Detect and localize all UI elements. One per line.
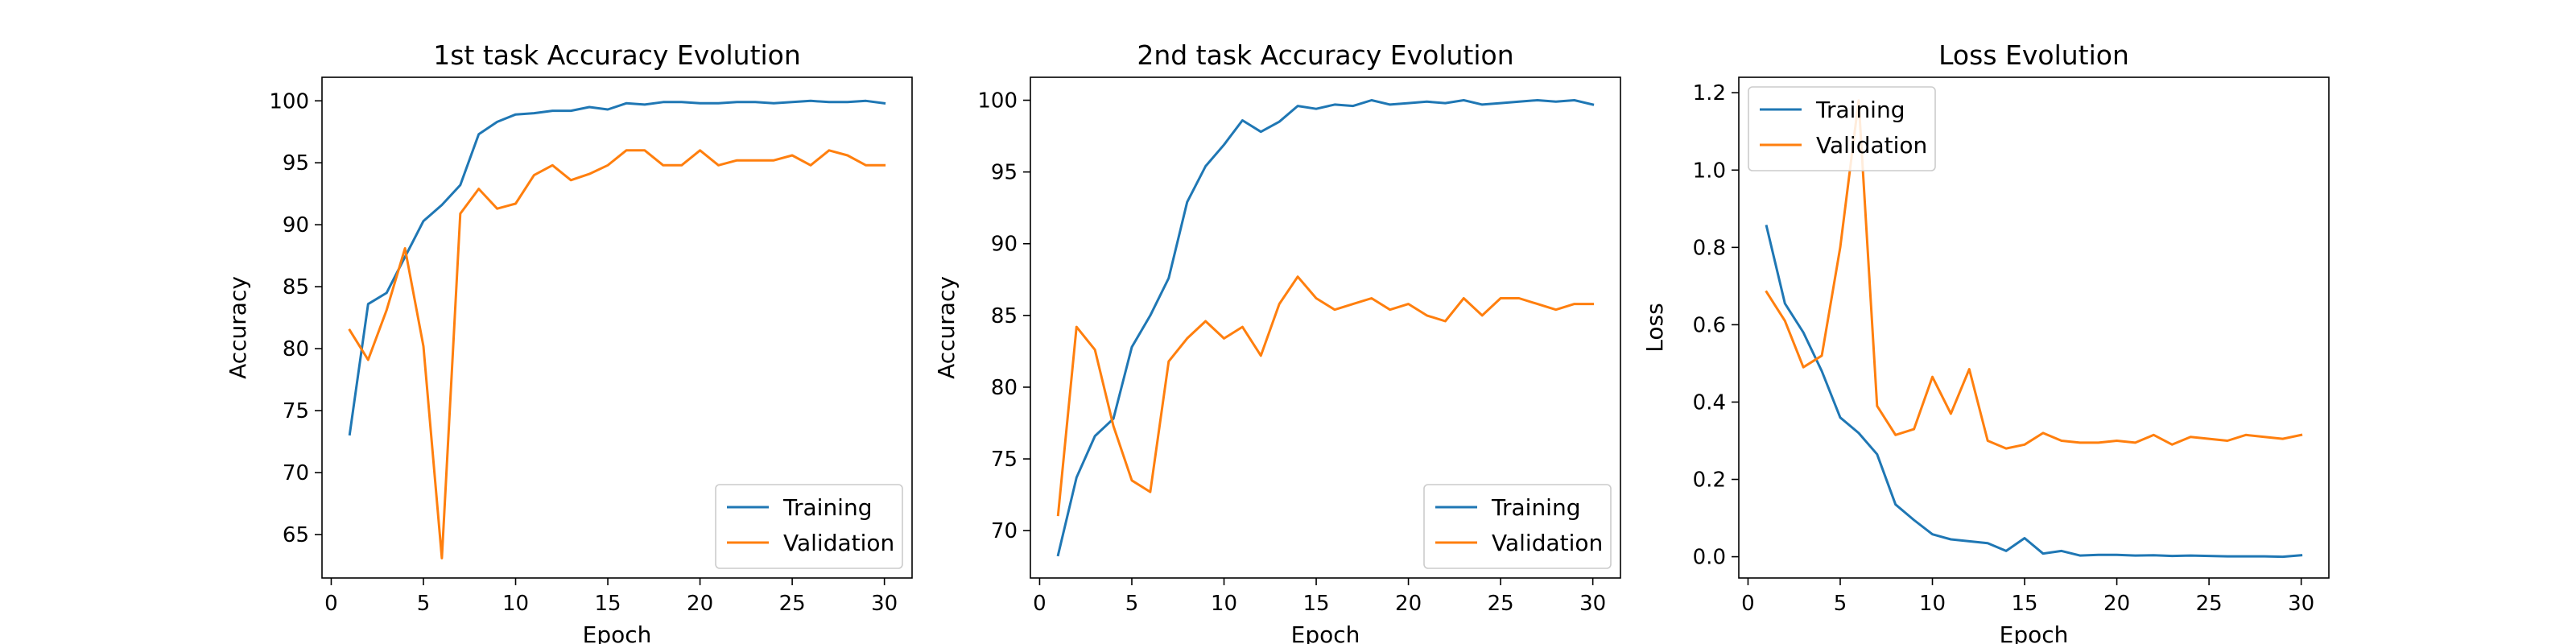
legend-label-validation: Validation [1816, 132, 1927, 159]
y-tick-label: 95 [283, 151, 309, 175]
x-axis-label: Epoch [583, 621, 652, 644]
chart-panel-3: Loss Evolution 0 5 10 15 20 25 30 0.0 0.2 0.4 0.6 0.… [1641, 39, 2330, 644]
legend-box [1423, 484, 1612, 569]
series-line-validation [1056, 275, 1595, 517]
y-tick-label: 100 [269, 89, 309, 114]
x-tick-label: 30 [871, 592, 898, 616]
chart-title: Loss Evolution [1938, 39, 2129, 71]
y-tick-label: 65 [283, 523, 309, 547]
x-tick-label: 15 [595, 592, 621, 616]
x-tick-label: 25 [1488, 592, 1514, 616]
y-tick-label: 0.6 [1693, 313, 1726, 337]
x-tick-label: 20 [2103, 592, 2130, 616]
legend: Training Validation [1423, 484, 1612, 569]
y-tick-label: 0.0 [1693, 546, 1726, 570]
x-tick-label: 25 [779, 592, 806, 616]
x-tick-label: 30 [2288, 592, 2314, 616]
y-tick-label: 0.2 [1693, 469, 1726, 493]
x-tick-label: 25 [2196, 592, 2223, 616]
legend-label-training: Training [782, 494, 872, 521]
x-tick-label: 20 [687, 592, 713, 616]
x-tick-label: 0 [324, 592, 338, 616]
x-tick-label: 5 [1125, 592, 1139, 616]
y-tick-label: 100 [977, 89, 1018, 114]
y-tick-label: 0.8 [1693, 236, 1726, 260]
y-tick-label: 0.4 [1693, 390, 1726, 415]
series-line-training [1765, 225, 2303, 559]
y-tick-label: 85 [283, 275, 309, 299]
chart-panel-1: 1st task Accuracy Evolution 0 5 10 15 20 25 30 6… [225, 39, 913, 644]
legend-label-training: Training [1815, 97, 1905, 123]
y-tick-label: 90 [283, 213, 309, 237]
axes-frame [1030, 76, 1621, 579]
axes-frame [1738, 76, 2330, 579]
y-axis-label: Loss [1641, 303, 1668, 352]
x-axis-label: Epoch [2000, 621, 2069, 644]
legend-label-validation: Validation [783, 530, 894, 556]
x-tick-label: 15 [2012, 592, 2038, 616]
x-tick-label: 15 [1303, 592, 1330, 616]
x-tick-label: 30 [1579, 592, 1606, 616]
y-tick-label: 80 [991, 376, 1018, 400]
chart-title: 2nd task Accuracy Evolution [1137, 39, 1513, 71]
series-line-validation [348, 149, 886, 559]
legend-box [1748, 86, 1936, 171]
y-tick-label: 95 [991, 161, 1018, 185]
series-line-training [1056, 99, 1595, 557]
legend: Training Validation [1748, 86, 1936, 171]
y-tick-label: 85 [991, 304, 1018, 328]
y-tick-label: 80 [283, 337, 309, 361]
x-tick-label: 5 [1834, 592, 1847, 616]
legend-box [715, 484, 903, 569]
y-axis-label: Accuracy [225, 276, 251, 379]
chart-panel-2: 2nd task Accuracy Evolution 0 5 10 15 20 25 30 7… [933, 39, 1621, 644]
y-axis-label: Accuracy [933, 276, 960, 379]
x-tick-label: 10 [502, 592, 529, 616]
x-tick-label: 0 [1741, 592, 1755, 616]
x-tick-label: 10 [1211, 592, 1237, 616]
y-tick-label: 1.0 [1693, 159, 1726, 183]
y-tick-label: 70 [991, 519, 1018, 543]
legend-label-validation: Validation [1492, 530, 1603, 556]
x-tick-label: 20 [1395, 592, 1422, 616]
y-tick-label: 1.2 [1693, 81, 1726, 105]
axes-frame [321, 76, 913, 579]
y-tick-label: 75 [283, 399, 309, 423]
x-tick-label: 0 [1033, 592, 1046, 616]
x-tick-label: 10 [1919, 592, 1946, 616]
y-tick-label: 90 [991, 233, 1018, 257]
chart-title: 1st task Accuracy Evolution [433, 39, 801, 71]
y-tick-label: 75 [991, 448, 1018, 472]
series-line-training [348, 99, 886, 436]
x-axis-label: Epoch [1291, 621, 1360, 644]
legend-label-training: Training [1491, 494, 1580, 521]
legend: Training Validation [715, 484, 903, 569]
x-tick-label: 5 [417, 592, 431, 616]
y-tick-label: 70 [283, 461, 309, 485]
